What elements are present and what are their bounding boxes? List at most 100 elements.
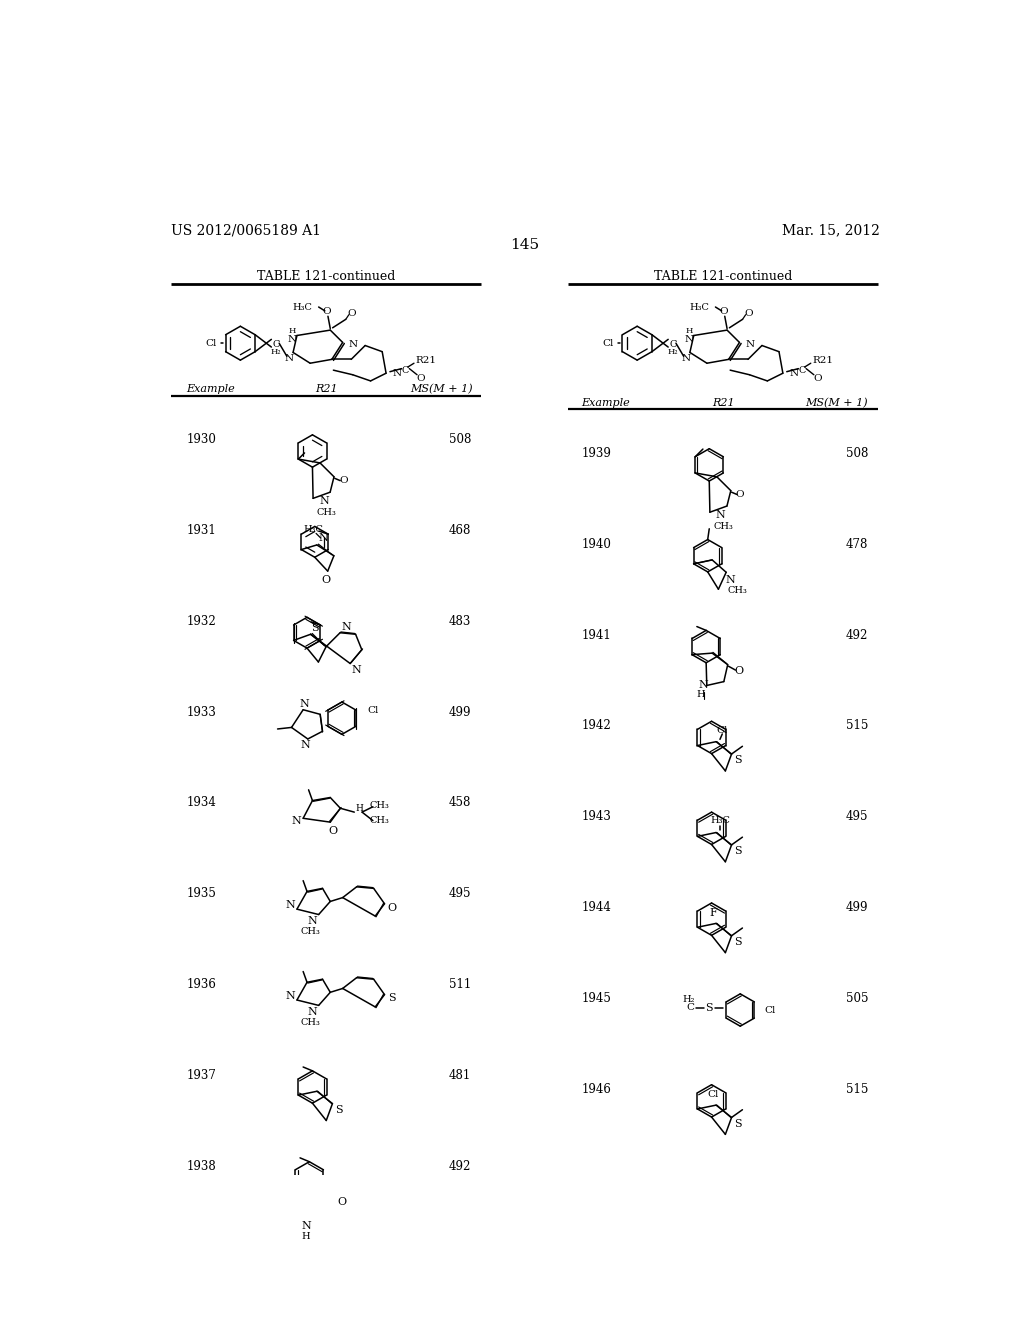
Text: R21: R21 [712, 399, 734, 408]
Text: O: O [388, 903, 397, 912]
Text: Mar. 15, 2012: Mar. 15, 2012 [782, 223, 880, 238]
Text: N: N [286, 900, 296, 911]
Text: 492: 492 [846, 628, 868, 642]
Text: N: N [745, 341, 755, 350]
Text: CH₃: CH₃ [301, 1018, 321, 1027]
Text: 495: 495 [449, 887, 471, 900]
Text: H₂: H₂ [682, 995, 694, 1003]
Text: O: O [417, 374, 425, 383]
Text: 1944: 1944 [582, 902, 611, 915]
Text: N: N [307, 916, 317, 925]
Text: 1946: 1946 [582, 1082, 611, 1096]
Text: O: O [719, 308, 727, 315]
Text: S: S [734, 755, 741, 766]
Text: S: S [311, 623, 319, 634]
Text: Cl: Cl [206, 339, 217, 347]
Text: 458: 458 [449, 796, 471, 809]
Text: H: H [685, 327, 693, 335]
Text: 508: 508 [846, 446, 868, 459]
Text: C: C [799, 367, 806, 375]
Text: Example: Example [582, 399, 630, 408]
Text: Cl: Cl [602, 339, 614, 347]
Text: R21: R21 [416, 356, 436, 366]
Text: CH₃: CH₃ [727, 586, 746, 595]
Text: S: S [734, 1118, 741, 1129]
Text: N: N [291, 816, 301, 825]
Text: 505: 505 [846, 991, 868, 1005]
Text: O: O [339, 477, 347, 486]
Text: R21: R21 [315, 384, 338, 395]
Text: N: N [351, 665, 361, 675]
Text: 1930: 1930 [186, 433, 216, 446]
Text: 499: 499 [449, 705, 471, 718]
Text: 495: 495 [846, 810, 868, 824]
Text: Cl: Cl [764, 1006, 775, 1015]
Text: 1945: 1945 [582, 991, 611, 1005]
Text: H₂: H₂ [270, 347, 282, 355]
Text: C: C [687, 1003, 694, 1012]
Text: S: S [335, 1105, 342, 1114]
Text: N: N [285, 354, 294, 363]
Text: 1943: 1943 [582, 810, 611, 824]
Text: O: O [813, 374, 822, 383]
Text: Cl: Cl [717, 726, 728, 735]
Text: S: S [734, 937, 741, 946]
Text: 481: 481 [450, 1069, 471, 1082]
Text: R21: R21 [812, 356, 834, 366]
Text: N: N [726, 576, 735, 585]
Text: H₂: H₂ [668, 347, 678, 355]
Text: H: H [302, 1232, 310, 1241]
Text: O: O [323, 308, 331, 315]
Text: H₃C: H₃C [293, 302, 312, 312]
Text: C: C [401, 367, 410, 375]
Text: S: S [734, 846, 741, 855]
Text: N: N [698, 681, 708, 690]
Text: 508: 508 [449, 433, 471, 446]
Text: CH₃: CH₃ [370, 801, 389, 810]
Text: 499: 499 [846, 902, 868, 915]
Text: O: O [744, 309, 753, 318]
Text: TABLE 121-continued: TABLE 121-continued [654, 269, 793, 282]
Text: 1936: 1936 [186, 978, 216, 991]
Text: N: N [301, 1221, 311, 1232]
Text: C: C [669, 341, 677, 350]
Text: CH₃: CH₃ [713, 521, 733, 531]
Text: H: H [696, 690, 705, 700]
Text: H: H [289, 327, 296, 335]
Text: H₃C: H₃C [710, 816, 730, 825]
Text: 1931: 1931 [186, 524, 216, 537]
Text: 478: 478 [846, 537, 868, 550]
Text: 1935: 1935 [186, 887, 216, 900]
Text: H₃C: H₃C [303, 525, 323, 535]
Text: O: O [348, 309, 356, 318]
Text: N: N [288, 335, 297, 343]
Text: 1932: 1932 [186, 615, 216, 628]
Text: TABLE 121-continued: TABLE 121-continued [257, 269, 395, 282]
Text: CH₃: CH₃ [370, 816, 389, 825]
Text: N: N [307, 1007, 317, 1016]
Text: 492: 492 [449, 1160, 471, 1173]
Text: N: N [318, 533, 328, 543]
Text: CH₃: CH₃ [301, 927, 321, 936]
Text: C: C [272, 341, 280, 350]
Text: O: O [322, 576, 331, 585]
Text: S: S [388, 994, 396, 1003]
Text: 1942: 1942 [582, 719, 611, 733]
Text: 468: 468 [449, 524, 471, 537]
Text: O: O [734, 665, 743, 676]
Text: N: N [319, 496, 329, 507]
Text: 515: 515 [846, 1082, 868, 1096]
Text: N: N [716, 511, 726, 520]
Text: CH₃: CH₃ [316, 508, 336, 516]
Text: N: N [681, 354, 690, 363]
Text: 145: 145 [510, 239, 540, 252]
Text: N: N [301, 741, 310, 750]
Text: Cl: Cl [368, 706, 379, 715]
Text: MS(M + 1): MS(M + 1) [411, 384, 473, 395]
Text: N: N [286, 991, 296, 1001]
Text: MS(M + 1): MS(M + 1) [806, 399, 868, 408]
Text: N: N [349, 341, 358, 350]
Text: Cl: Cl [708, 1090, 719, 1100]
Text: 1938: 1938 [186, 1160, 216, 1173]
Text: 515: 515 [846, 719, 868, 733]
